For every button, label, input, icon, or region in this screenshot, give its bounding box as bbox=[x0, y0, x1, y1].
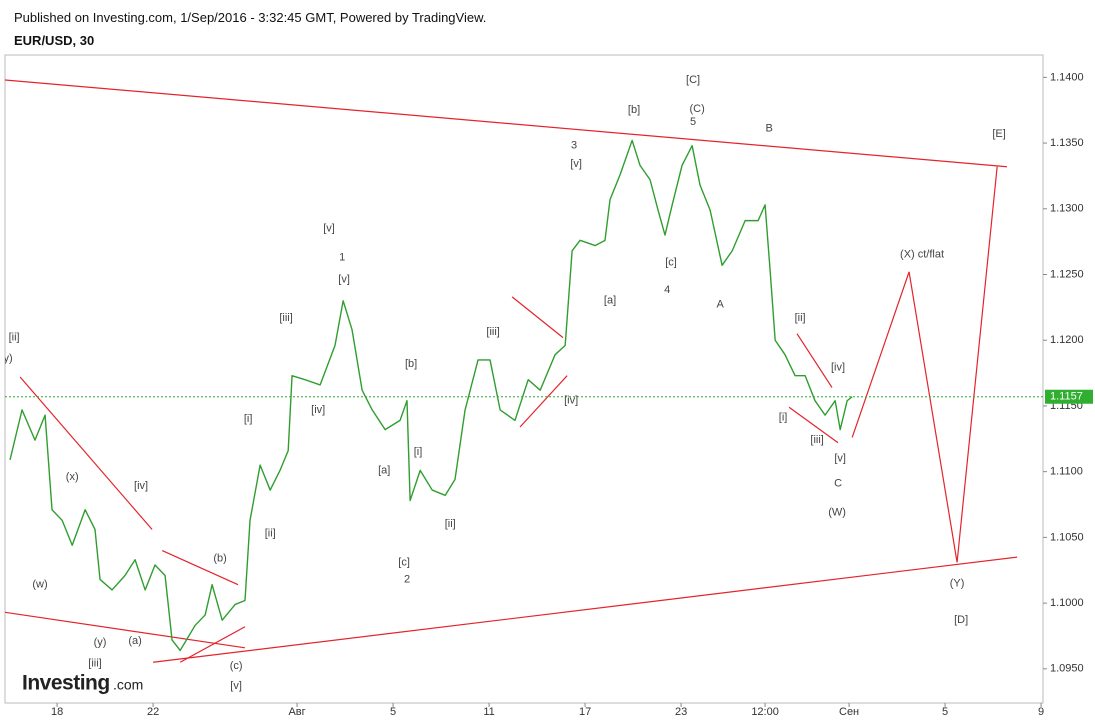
wave-label: [v] bbox=[570, 158, 582, 170]
x-tick-label: Сен bbox=[839, 706, 859, 718]
y-tick-label: 1.1050 bbox=[1050, 531, 1084, 543]
wave-label: [iv] bbox=[134, 480, 148, 492]
logo-suffix: .com bbox=[113, 677, 143, 693]
wave-label: 4 bbox=[664, 284, 670, 296]
trend-line bbox=[5, 611, 246, 649]
wave-label: (Y) bbox=[950, 577, 965, 589]
y-tick-label: 1.1100 bbox=[1050, 466, 1083, 478]
wave-label: [ii] bbox=[795, 312, 806, 324]
wave-label: [iv] bbox=[831, 362, 845, 374]
y-tick-label: 1.1300 bbox=[1050, 203, 1084, 215]
wave-label: [b] bbox=[405, 358, 417, 370]
wave-label: (y) bbox=[94, 636, 107, 648]
wave-label: [C] bbox=[686, 74, 700, 86]
trend-line bbox=[5, 79, 1008, 168]
y-tick-label: 1.1000 bbox=[1050, 597, 1084, 609]
trend-line bbox=[153, 556, 1018, 663]
wave-label: A bbox=[717, 299, 725, 311]
wave-label: [a] bbox=[378, 464, 390, 476]
x-tick-label: 23 bbox=[675, 706, 687, 718]
plot-area: [ii] y) (x) (w) (y) [iii] (a) [iv] (b) (c) [v] [i] [… bbox=[4, 74, 1043, 692]
wave-label: (b) bbox=[213, 552, 226, 564]
wave-label: [iii] bbox=[88, 657, 101, 669]
trend-line bbox=[161, 549, 239, 586]
wave-label: [v] bbox=[230, 680, 242, 692]
wave-label: 1 bbox=[339, 251, 345, 263]
wave-label: 5 bbox=[690, 116, 696, 128]
x-tick-label: 12:00 bbox=[751, 706, 779, 718]
wave-label: [iii] bbox=[810, 434, 823, 446]
wave-label: [i] bbox=[414, 446, 423, 458]
wave-label: [b] bbox=[628, 104, 640, 116]
wave-label: [v] bbox=[338, 274, 350, 286]
published-note: Published on Investing.com, 1/Sep/2016 -… bbox=[14, 10, 486, 25]
x-tick-label: 11 bbox=[483, 706, 494, 718]
symbol-title: EUR/USD, 30 bbox=[14, 33, 94, 48]
last-price-label: 1.1157 bbox=[1050, 391, 1083, 403]
wave-label: [v] bbox=[323, 222, 335, 234]
logo-brand: Investing bbox=[22, 672, 110, 695]
trend-line bbox=[511, 296, 564, 339]
y-tick-label: 1.1400 bbox=[1050, 71, 1084, 83]
y-tick-label: 1.1350 bbox=[1050, 137, 1084, 149]
x-tick-label: 5 bbox=[390, 706, 396, 718]
wave-label: (W) bbox=[828, 506, 846, 518]
wave-label: (a) bbox=[128, 635, 141, 647]
wave-label: [ii] bbox=[9, 332, 20, 344]
wave-label: [iii] bbox=[486, 326, 499, 338]
wave-label: [c] bbox=[398, 556, 410, 568]
wave-label: (C) bbox=[690, 103, 705, 115]
trend-line bbox=[851, 166, 998, 563]
plot-frame bbox=[4, 54, 1044, 704]
trend-line bbox=[179, 626, 246, 663]
wave-label: B bbox=[765, 123, 772, 135]
wave-label: [ii] bbox=[265, 527, 276, 539]
wave-label: y) bbox=[4, 353, 13, 365]
wave-label: [a] bbox=[604, 295, 616, 307]
y-tick-label: 1.1250 bbox=[1050, 268, 1084, 280]
x-tick-label: 5 bbox=[942, 706, 948, 718]
wave-label: [iii] bbox=[279, 312, 292, 324]
y-tick-label: 1.1200 bbox=[1050, 334, 1084, 346]
price-line bbox=[9, 139, 853, 652]
trend-line bbox=[788, 406, 839, 444]
wave-label: 3 bbox=[571, 140, 577, 152]
wave-label: [iv] bbox=[564, 395, 578, 407]
y-tick-label: 1.0950 bbox=[1050, 663, 1084, 675]
x-tick-label: 17 bbox=[579, 706, 591, 718]
wave-label: (x) bbox=[66, 471, 79, 483]
wave-label: (w) bbox=[32, 579, 47, 591]
wave-label: C bbox=[834, 477, 842, 489]
wave-label: [v] bbox=[834, 452, 846, 464]
trend-line bbox=[519, 375, 568, 428]
wave-label: [ii] bbox=[445, 518, 456, 530]
x-tick-label: 18 bbox=[51, 706, 63, 718]
wave-label: [c] bbox=[665, 257, 677, 269]
wave-label: [iv] bbox=[311, 404, 325, 416]
wave-label: 2 bbox=[404, 573, 410, 585]
wave-label: (X) ct/flat bbox=[900, 249, 944, 261]
last-price-tag bbox=[1045, 389, 1093, 404]
wave-label: [i] bbox=[244, 413, 253, 425]
x-tick-label: 22 bbox=[147, 706, 159, 718]
wave-label: [E] bbox=[992, 128, 1005, 140]
wave-label: (c) bbox=[230, 660, 243, 672]
trend-line bbox=[796, 333, 833, 388]
trend-line bbox=[19, 376, 153, 530]
x-tick-label: Авг bbox=[288, 706, 305, 718]
wave-label: [i] bbox=[779, 412, 788, 424]
x-tick-label: 9 bbox=[1038, 706, 1044, 718]
wave-label: [D] bbox=[954, 614, 968, 626]
